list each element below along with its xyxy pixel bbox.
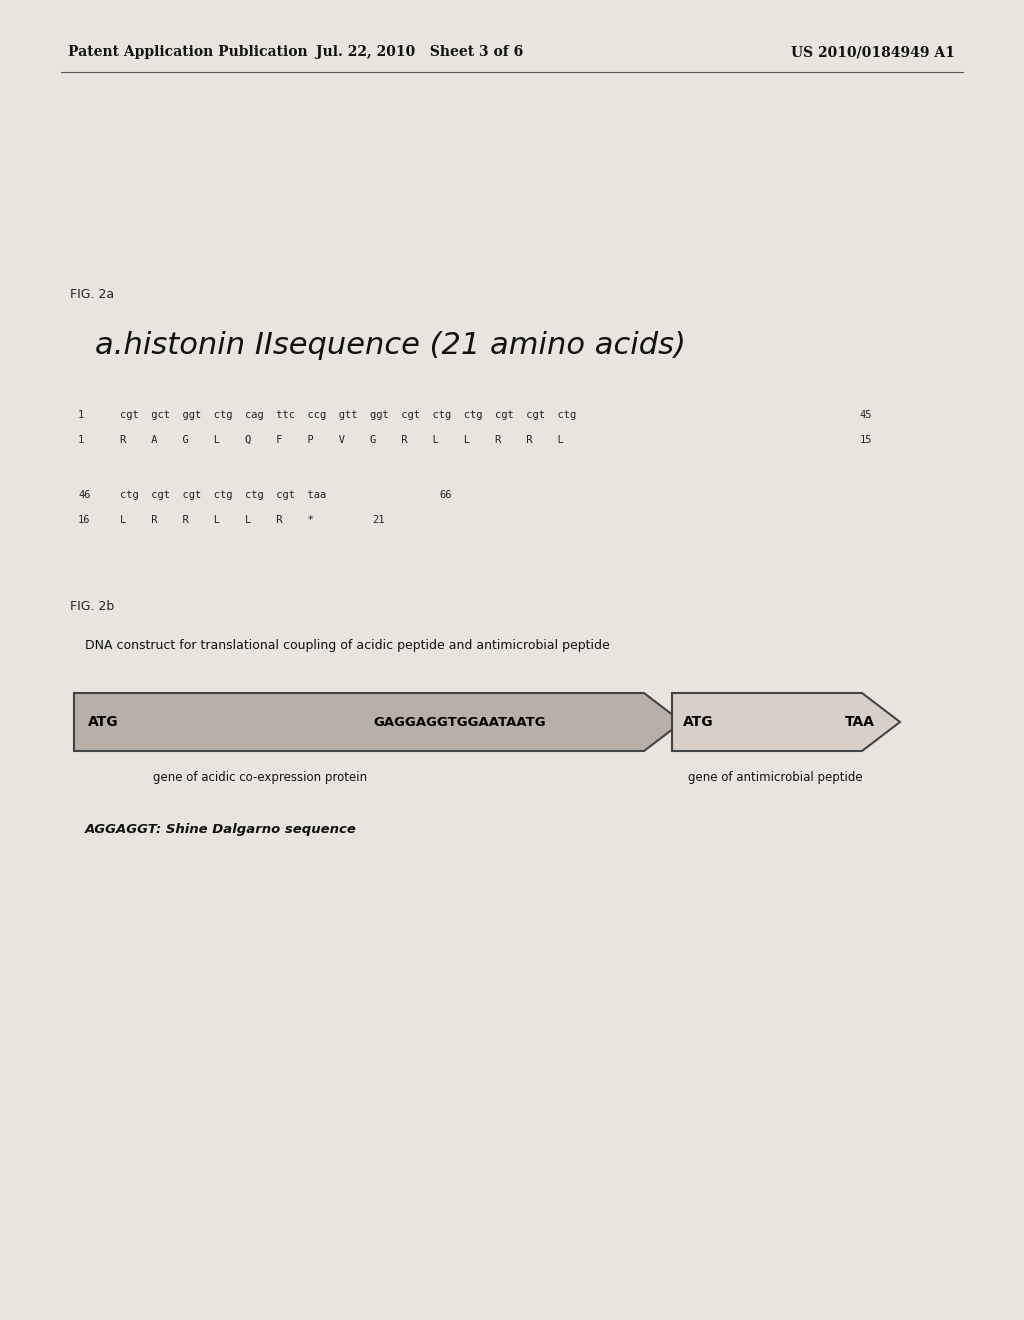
Text: 46: 46 [78,490,90,500]
Text: FIG. 2b: FIG. 2b [70,601,115,614]
Text: 16: 16 [78,515,90,525]
Text: Jul. 22, 2010   Sheet 3 of 6: Jul. 22, 2010 Sheet 3 of 6 [316,45,523,59]
Polygon shape [74,693,682,751]
Text: gene of antimicrobial peptide: gene of antimicrobial peptide [688,771,862,784]
Text: 15: 15 [859,436,872,445]
Text: TAA: TAA [845,715,874,729]
Text: US 2010/0184949 A1: US 2010/0184949 A1 [792,45,955,59]
Text: GAGGAGGTGGAATAATG: GAGGAGGTGGAATAATG [374,715,547,729]
Text: 21: 21 [373,515,385,525]
Text: ctg  cgt  cgt  ctg  ctg  cgt  taa: ctg cgt cgt ctg ctg cgt taa [120,490,327,500]
Text: 66: 66 [439,490,452,500]
Text: DNA construct for translational coupling of acidic peptide and antimicrobial pep: DNA construct for translational coupling… [85,639,609,652]
Text: 1: 1 [78,411,84,420]
Text: 1: 1 [78,436,84,445]
Text: L    R    R    L    L    R    *: L R R L L R * [120,515,313,525]
Text: cgt  gct  ggt  ctg  cag  ttc  ccg  gtt  ggt  cgt  ctg  ctg  cgt  cgt  ctg: cgt gct ggt ctg cag ttc ccg gtt ggt cgt … [120,411,577,420]
Text: ATG: ATG [88,715,119,729]
Text: R    A    G    L    Q    F    P    V    G    R    L    L    R    R    L: R A G L Q F P V G R L L R R L [120,436,564,445]
Text: Patent Application Publication: Patent Application Publication [68,45,307,59]
Text: ATG: ATG [683,715,714,729]
Text: gene of acidic co-expression protein: gene of acidic co-expression protein [153,771,367,784]
Text: a.histonin IIsequence (21 amino acids): a.histonin IIsequence (21 amino acids) [95,330,686,359]
Text: 45: 45 [859,411,872,420]
Text: AGGAGGT: Shine Dalgarno sequence: AGGAGGT: Shine Dalgarno sequence [85,824,357,837]
Polygon shape [672,693,900,751]
Text: FIG. 2a: FIG. 2a [70,289,114,301]
